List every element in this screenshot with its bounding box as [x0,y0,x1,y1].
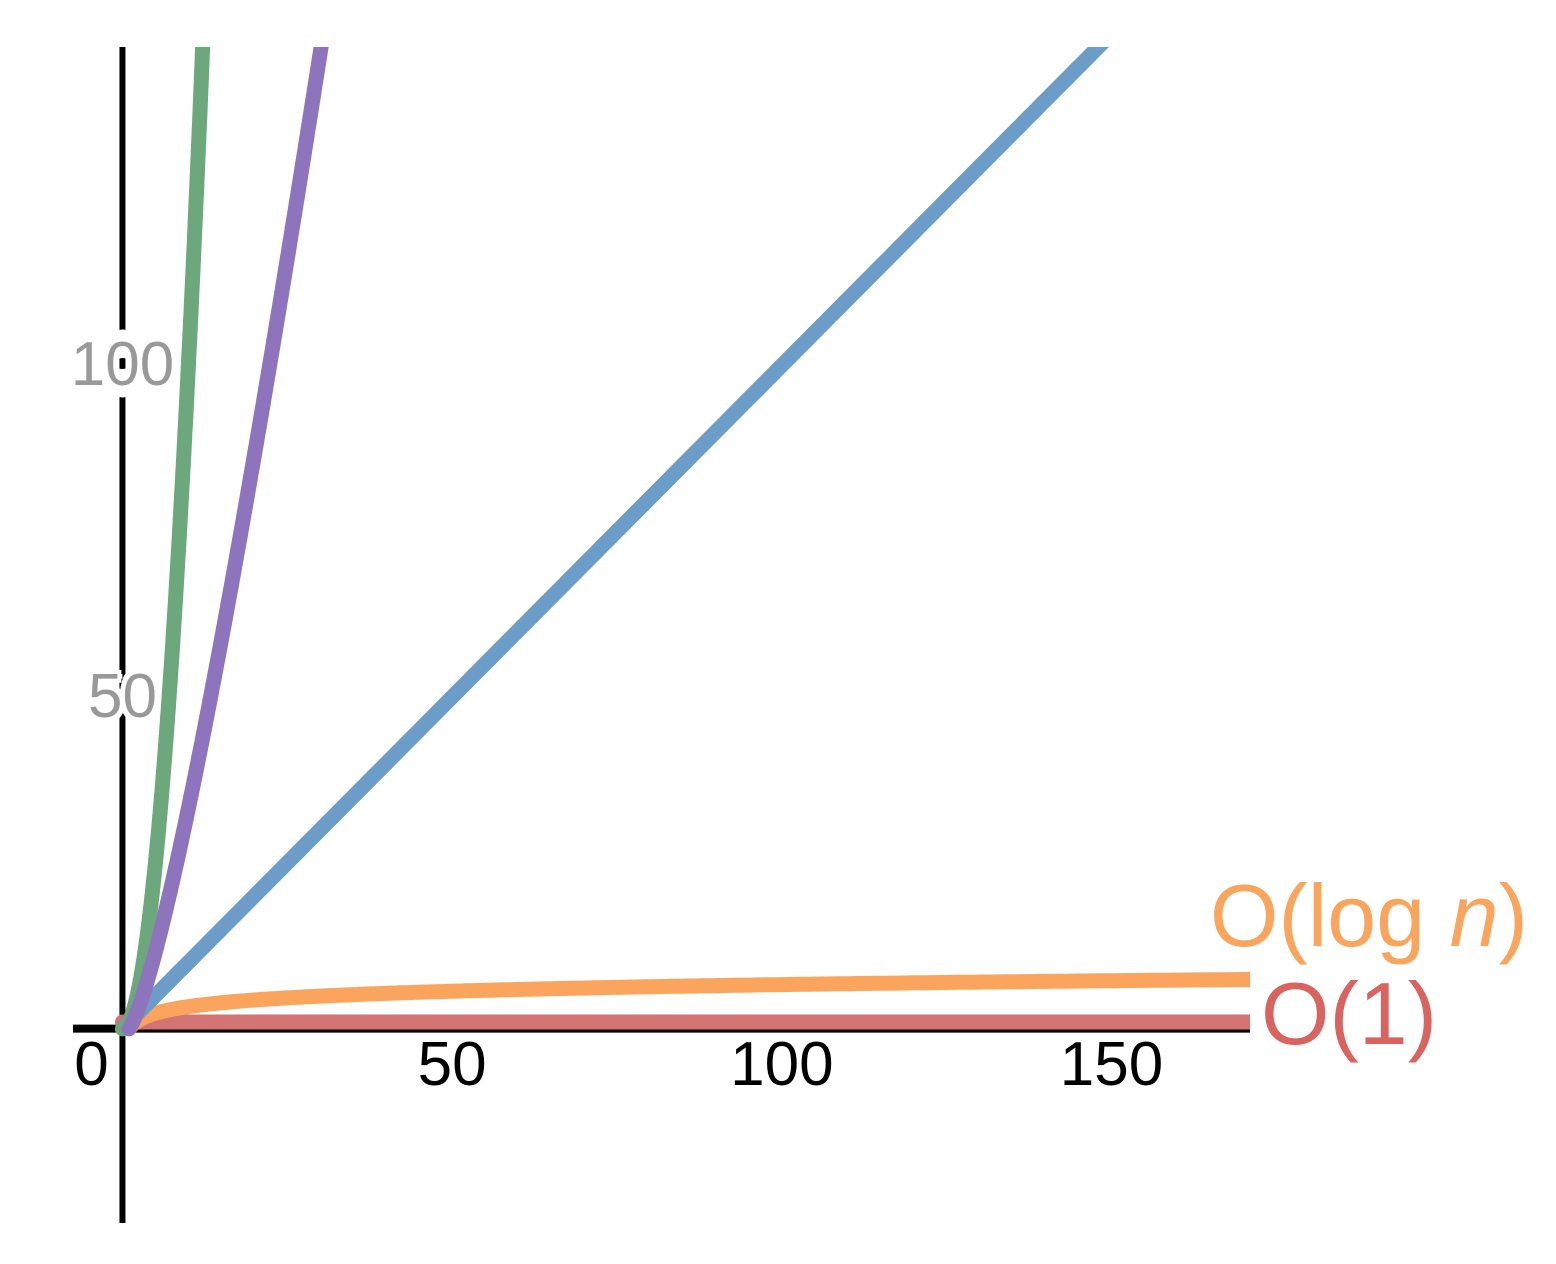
x-tick-label-100: 100 [730,1030,834,1099]
curve-label-log-variable: n [1449,866,1499,965]
curve-o-n [115,47,1109,1037]
x-tick-label-0: 0 [74,1030,109,1099]
x-tick-label-150: 150 [1059,1030,1164,1099]
y-tick-label-50: 50 [87,662,157,732]
y-tick-label-100: 100 [70,330,175,400]
curve-label-log-prefix: O(log [1210,866,1450,965]
curve-label-log-suffix: ) [1498,866,1528,965]
x-tick-label-50: 50 [417,1030,487,1099]
curve-o-log-n [121,972,1250,1037]
curve-label-o-log-n: O(log n) [1210,872,1528,960]
curve-label-o-1: O(1) [1261,964,1437,1063]
curve-o-n-log-n [121,47,329,1037]
